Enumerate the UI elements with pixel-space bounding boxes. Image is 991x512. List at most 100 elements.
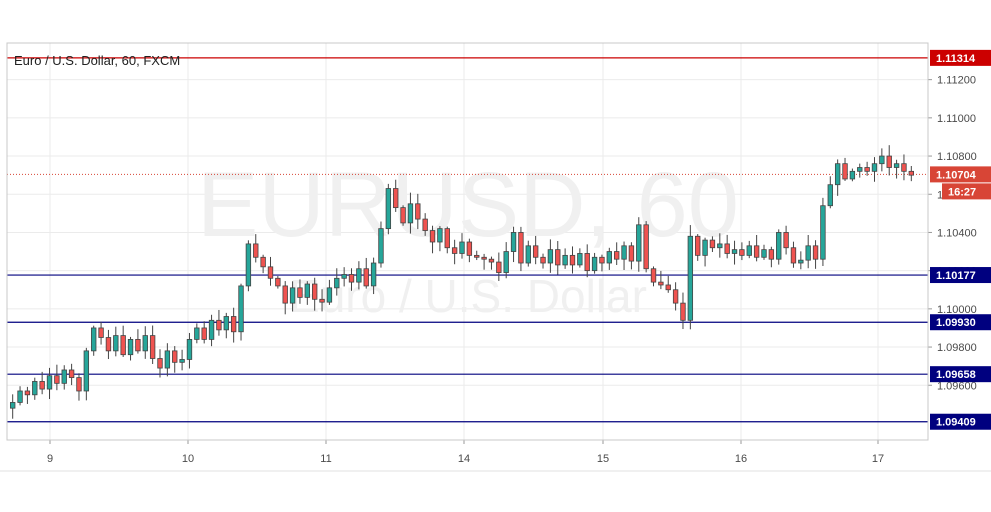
x-tick-label: 15 (597, 453, 609, 465)
candle-down (120, 335, 126, 356)
candle-up (849, 170, 856, 180)
candle-down (348, 274, 355, 283)
candle-up (83, 350, 90, 392)
candle-down (768, 249, 775, 260)
candle-down (555, 249, 561, 266)
y-tick-label: 1.09600 (937, 380, 977, 392)
candle-down (76, 377, 82, 392)
candle-down (149, 335, 156, 359)
candle-up (91, 327, 97, 352)
support-price-tag (930, 413, 991, 430)
candle-up (245, 243, 252, 287)
candle-down (135, 339, 141, 352)
candle-down (393, 188, 399, 209)
candle-down (643, 224, 649, 270)
candle-down (569, 254, 576, 266)
candle-up (510, 232, 517, 252)
support-price-tag (930, 366, 991, 383)
candle-up (871, 163, 878, 172)
candle-down (275, 277, 281, 287)
candle-up (621, 245, 627, 260)
candle-down (105, 337, 112, 352)
candle-up (798, 259, 804, 264)
x-tick-label: 9 (47, 453, 53, 465)
support-price-label: 1.10177 (936, 270, 976, 282)
candle-up (46, 375, 53, 390)
y-tick-label: 1.11200 (937, 75, 976, 87)
y-tick-label: 1.11000 (937, 113, 976, 125)
countdown-tag (942, 183, 991, 200)
candle-up (879, 155, 885, 165)
candle-up (223, 316, 229, 331)
candle-down (68, 369, 75, 379)
candle-up (407, 203, 414, 224)
y-tick-label: 1.09800 (937, 342, 977, 354)
candle-down (532, 245, 539, 258)
candle-up (820, 205, 826, 260)
candle-down (24, 390, 31, 396)
candle-up (238, 285, 244, 333)
current-price-tag (930, 166, 991, 183)
candle-down (680, 302, 686, 321)
candle-up (503, 251, 509, 273)
candle-down (201, 327, 207, 340)
candle-down (908, 170, 915, 176)
candle-down (481, 256, 487, 260)
candle-down (415, 203, 421, 220)
candle-up (547, 249, 554, 264)
candle-down (429, 230, 436, 243)
candle-up (459, 241, 465, 254)
candle-down (319, 298, 325, 303)
candle-down (540, 256, 546, 264)
candle-down (724, 243, 730, 254)
candle-down (363, 268, 369, 287)
x-tick-label: 11 (320, 453, 331, 465)
candle-down (172, 350, 178, 363)
candle-up (606, 251, 613, 264)
candle-down (753, 245, 760, 258)
candle-up (437, 228, 443, 243)
candle-up (805, 245, 811, 261)
countdown-label: 16:27 (948, 186, 976, 198)
candle-down (444, 228, 450, 249)
candle-up (164, 350, 171, 369)
watermark-name: Euro / U.S. Dollar (289, 270, 647, 322)
candle-up (717, 243, 723, 249)
candle-up (378, 228, 384, 264)
candle-up (208, 319, 215, 340)
candle-down (709, 239, 716, 249)
candle-up (32, 381, 38, 396)
candle-down (658, 281, 664, 286)
y-tick-label: 1.10400 (937, 227, 977, 239)
candle-up (356, 268, 362, 283)
current-price-label: 1.10704 (936, 169, 977, 181)
candle-up (834, 163, 841, 186)
candle-up (636, 224, 642, 262)
candle-up (370, 262, 377, 287)
candle-down (665, 284, 671, 291)
candle-up (731, 249, 738, 254)
candle-down (613, 251, 620, 260)
candle-down (311, 283, 318, 300)
candle-up (194, 327, 200, 340)
candle-down (739, 249, 745, 256)
candle-up (562, 254, 568, 266)
candle-up (289, 287, 296, 304)
x-tick-label: 14 (458, 453, 470, 465)
candle-down (812, 245, 819, 260)
candle-up (591, 256, 598, 272)
candle-up (746, 245, 752, 256)
candle-down (842, 163, 848, 180)
candle-up (776, 232, 782, 260)
support-price-tag (930, 267, 991, 284)
resistance-price-label: 1.11314 (936, 53, 976, 65)
y-tick-label: 1.10800 (937, 151, 977, 163)
candle-down (695, 235, 701, 256)
candle-up (893, 163, 900, 168)
candle-down (297, 287, 303, 298)
candle-down (451, 247, 458, 254)
candle-up (857, 167, 863, 172)
candle-up (9, 402, 16, 409)
